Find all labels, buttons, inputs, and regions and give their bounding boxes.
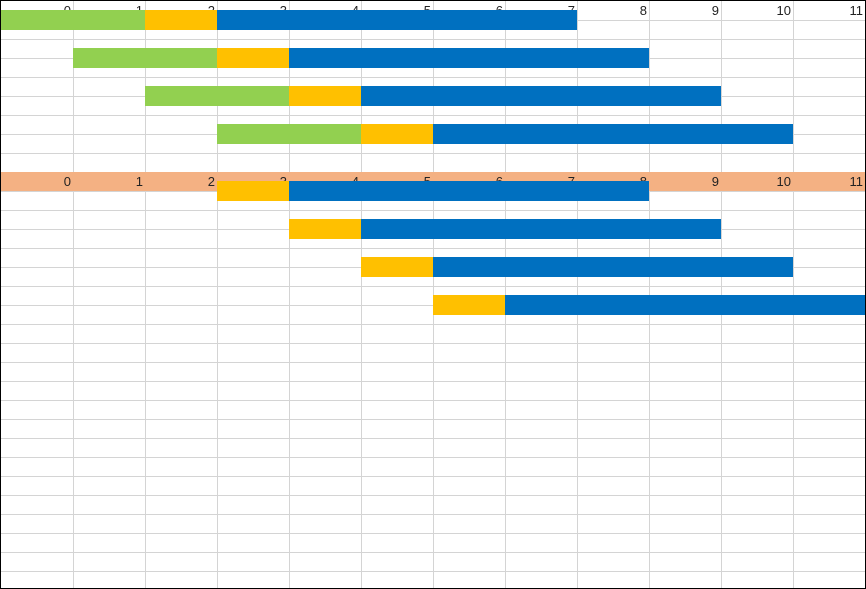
- gantt-bar-wait: [1, 10, 145, 30]
- gridline-horizontal: [1, 324, 865, 325]
- gridline-horizontal: [1, 343, 865, 344]
- gantt-bar-short: [289, 86, 361, 106]
- gridline-vertical: [217, 1, 218, 588]
- gridline-horizontal: [1, 153, 865, 154]
- gridline-horizontal: [1, 248, 865, 249]
- gridline-horizontal: [1, 362, 865, 363]
- gridline-vertical: [73, 1, 74, 588]
- gridline-horizontal: [1, 381, 865, 382]
- timeline-tick-label: 0: [63, 174, 71, 189]
- gantt-bar-wait: [73, 48, 217, 68]
- timeline-tick-label: 11: [849, 174, 864, 189]
- timeline-tick-label: 1: [135, 174, 143, 189]
- gantt-bar-long: [289, 48, 649, 68]
- timeline-tick-label: 10: [776, 3, 791, 18]
- gantt-bar-long: [361, 219, 721, 239]
- gridline-horizontal: [1, 514, 865, 515]
- gridline-horizontal: [1, 39, 865, 40]
- gridline-vertical: [433, 1, 434, 588]
- timeline-tick-label: 2: [207, 174, 215, 189]
- gridline-horizontal: [1, 476, 865, 477]
- gridline-horizontal: [1, 419, 865, 420]
- gantt-bar-short: [433, 295, 505, 315]
- gridline-horizontal: [1, 571, 865, 572]
- gantt-bar-short: [145, 10, 217, 30]
- gridline-horizontal: [1, 552, 865, 553]
- gridline-vertical: [505, 1, 506, 588]
- gantt-bar-long: [505, 295, 865, 315]
- timeline-tick-label: 9: [711, 3, 719, 18]
- gridline-horizontal: [1, 438, 865, 439]
- gridline-vertical: [649, 1, 650, 588]
- timeline-tick-label: 10: [776, 174, 791, 189]
- gantt-bar-long: [433, 257, 793, 277]
- gridline-horizontal: [1, 115, 865, 116]
- gantt-bar-short: [289, 219, 361, 239]
- gantt-bar-short: [361, 257, 433, 277]
- gridline-horizontal: [1, 286, 865, 287]
- gridline-horizontal: [1, 210, 865, 211]
- timeline-tick-label: 11: [849, 3, 864, 18]
- gantt-bar-long: [361, 86, 721, 106]
- gridline-vertical: [145, 1, 146, 588]
- gantt-bar-short: [217, 48, 289, 68]
- gantt-bar-short: [361, 124, 433, 144]
- gridline-vertical: [793, 1, 794, 588]
- gantt-bar-long: [217, 10, 577, 30]
- timeline-tick-label: 9: [711, 174, 719, 189]
- gantt-bar-wait: [145, 86, 289, 106]
- gridline-horizontal: [1, 457, 865, 458]
- gridline-vertical: [289, 1, 290, 588]
- gantt-bar-short: [217, 181, 289, 201]
- gridline-horizontal: [1, 400, 865, 401]
- gantt-bar-long: [433, 124, 793, 144]
- gridline-vertical: [577, 1, 578, 588]
- timeline-tick-label: 8: [639, 3, 647, 18]
- gridline-horizontal: [1, 495, 865, 496]
- gantt-bar-wait: [217, 124, 361, 144]
- gridline-horizontal: [1, 77, 865, 78]
- gridline-vertical: [361, 1, 362, 588]
- gridline-vertical: [721, 1, 722, 588]
- gridline-horizontal: [1, 533, 865, 534]
- gantt-bar-long: [289, 181, 649, 201]
